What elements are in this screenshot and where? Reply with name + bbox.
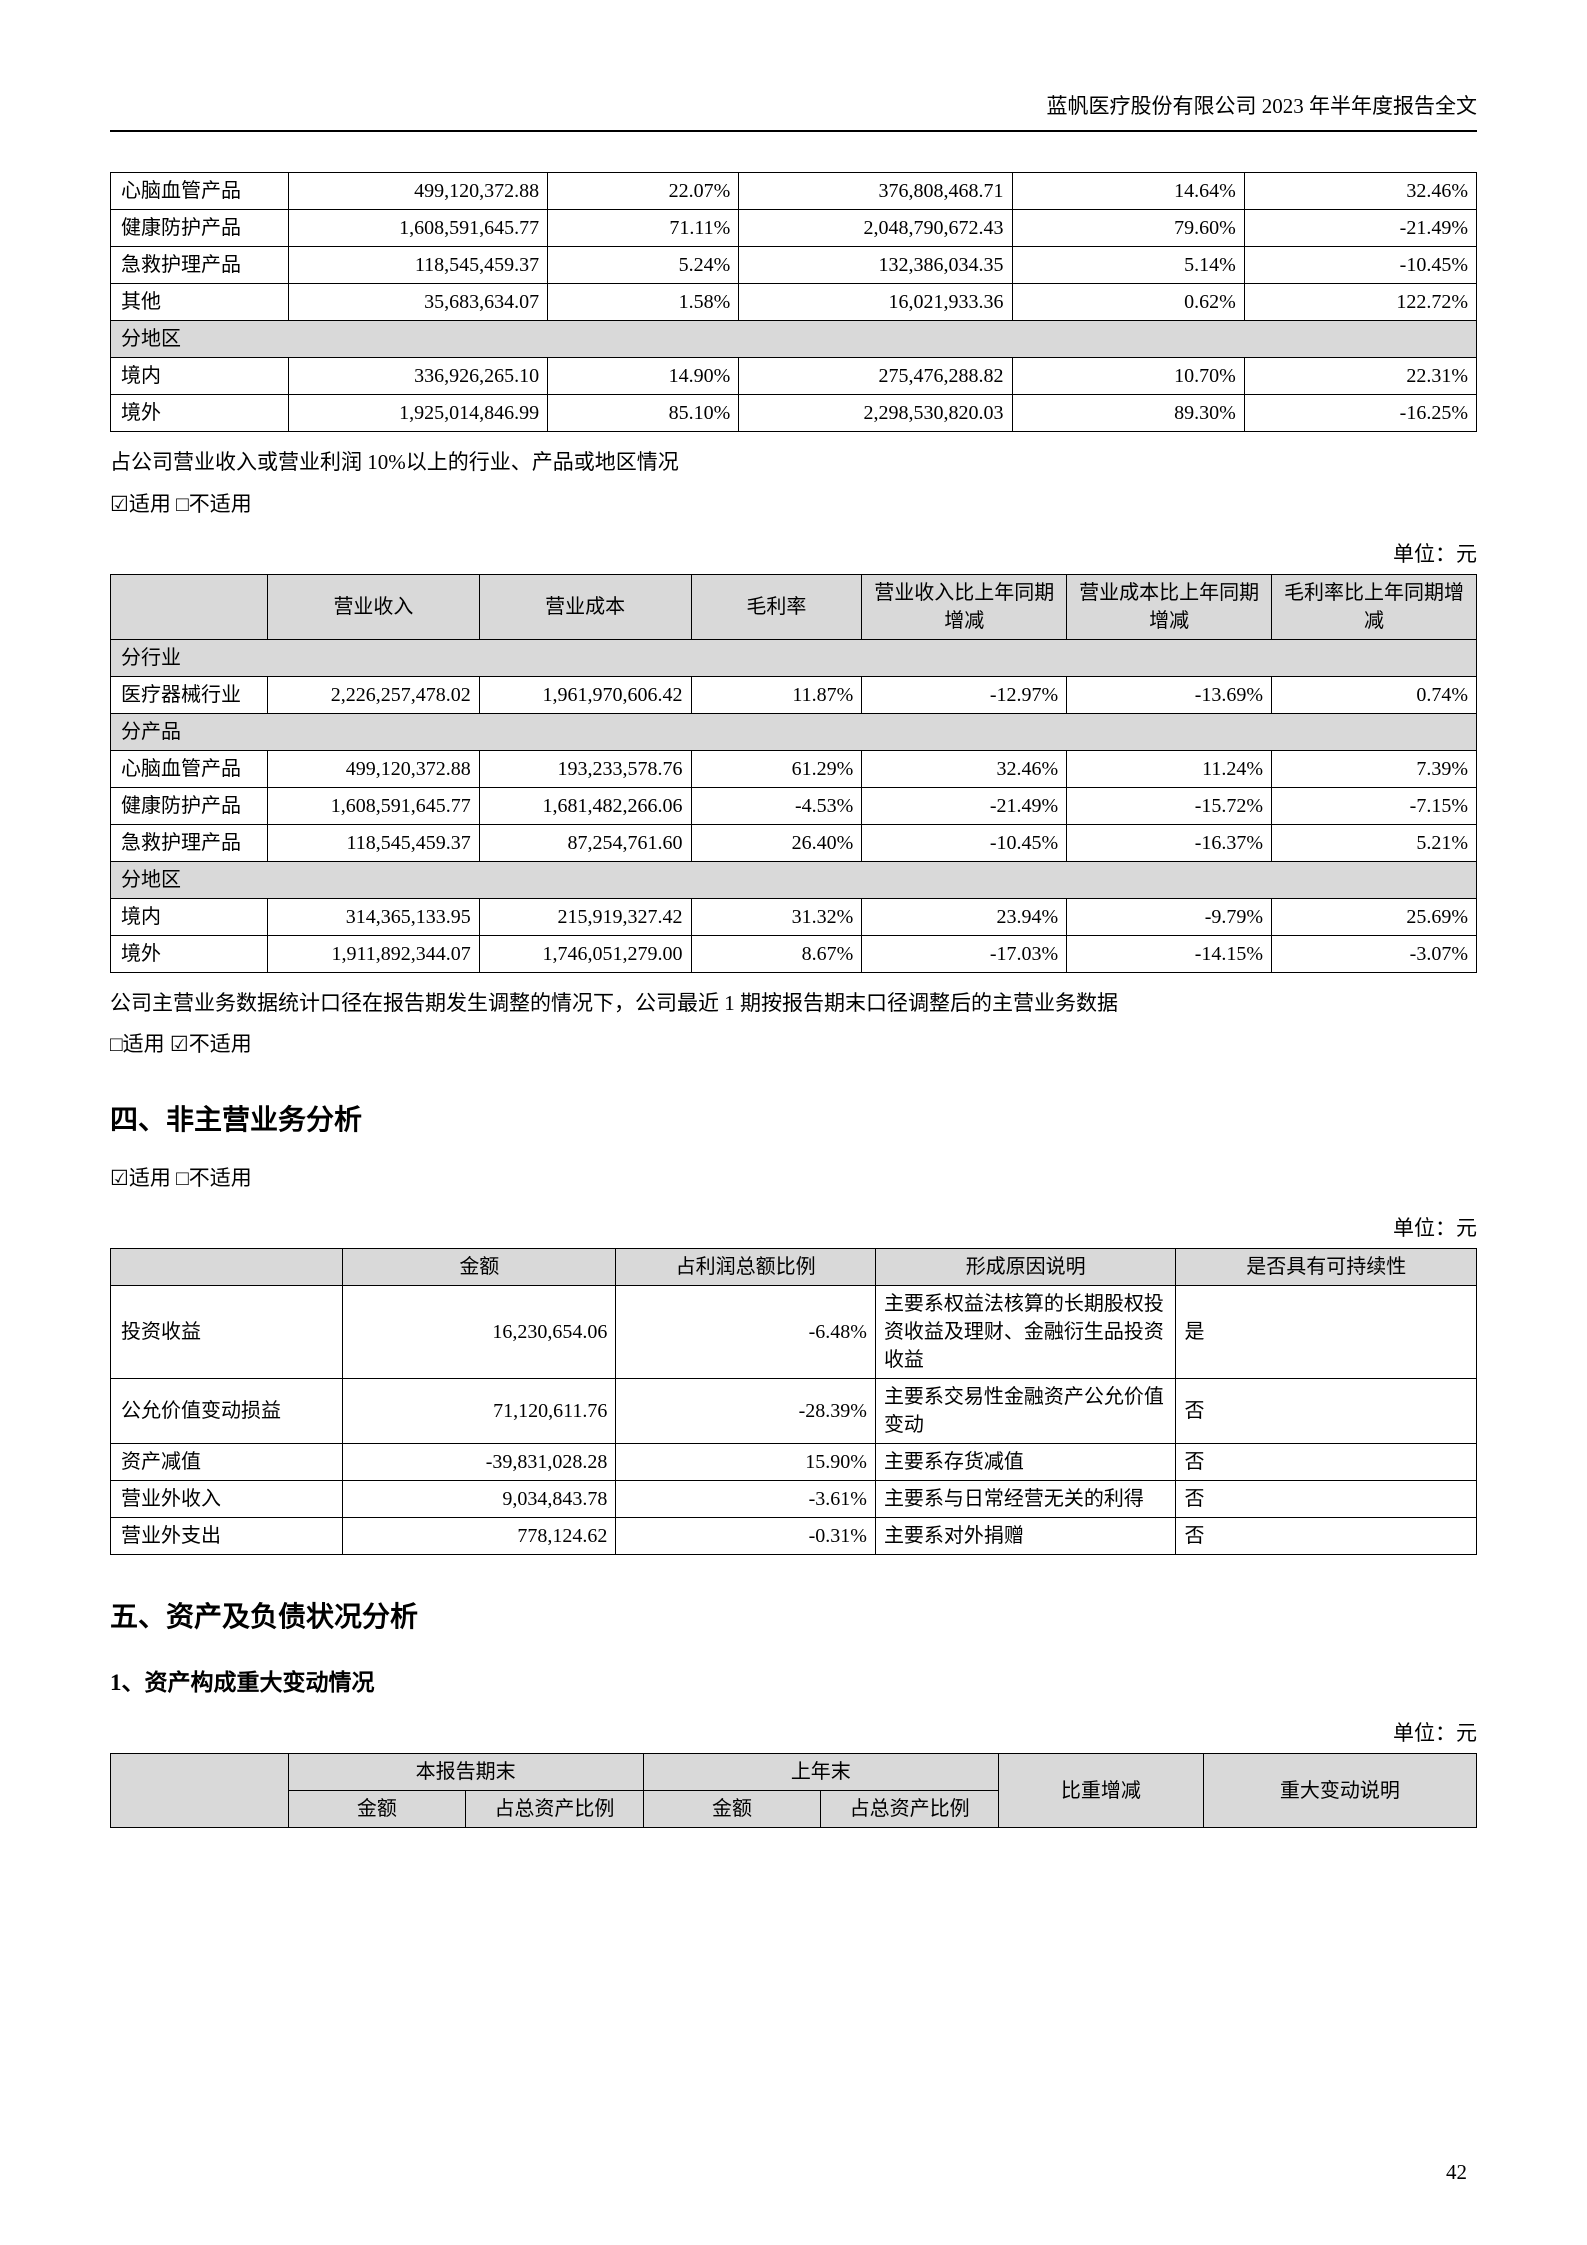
table-row: 其他35,683,634.071.58%16,021,933.360.62%12… (111, 284, 1477, 321)
report-page: 蓝帆医疗股份有限公司 2023 年半年度报告全文 心脑血管产品499,120,3… (0, 0, 1587, 2245)
unit-label-2: 单位：元 (110, 1212, 1477, 1242)
table-section-region: 分地区 (111, 321, 1477, 358)
table-row: 营业外支出778,124.62-0.31%主要系对外捐赠否 (111, 1518, 1477, 1555)
t4-blank (111, 1754, 289, 1828)
table-segment-continued: 心脑血管产品499,120,372.8822.07%376,808,468.71… (110, 172, 1477, 432)
t4-current: 本报告期末 (288, 1754, 643, 1791)
table-row: 医疗器械行业2,226,257,478.021,961,970,606.4211… (111, 676, 1477, 713)
table-section: 分产品 (111, 713, 1477, 750)
table-header-row: 金额占利润总额比例形成原因说明是否具有可持续性 (111, 1249, 1477, 1286)
table-row: 健康防护产品1,608,591,645.771,681,482,266.06-4… (111, 787, 1477, 824)
table-row: 健康防护产品1,608,591,645.7771.11%2,048,790,67… (111, 210, 1477, 247)
section-4-title: 四、非主营业务分析 (110, 1098, 1477, 1138)
t4-change: 比重增减 (998, 1754, 1203, 1828)
note-adjust: 公司主营业务数据统计口径在报告期发生调整的情况下，公司最近 1 期按报告期末口径… (110, 987, 1477, 1021)
table-non-operating: 金额占利润总额比例形成原因说明是否具有可持续性投资收益16,230,654.06… (110, 1248, 1477, 1555)
table-row: 急救护理产品118,545,459.3787,254,761.6026.40%-… (111, 824, 1477, 861)
table-row: 境内314,365,133.95215,919,327.4231.32%23.9… (111, 898, 1477, 935)
table-row: 营业外收入9,034,843.78-3.61%主要系与日常经营无关的利得否 (111, 1481, 1477, 1518)
table-section: 分行业 (111, 639, 1477, 676)
page-number: 42 (1446, 2160, 1467, 2185)
page-header: 蓝帆医疗股份有限公司 2023 年半年度报告全文 (110, 90, 1477, 132)
table-row: 心脑血管产品499,120,372.8822.07%376,808,468.71… (111, 173, 1477, 210)
table-revenue-cost-margin: 营业收入营业成本毛利率营业收入比上年同期增减营业成本比上年同期增减毛利率比上年同… (110, 574, 1477, 973)
t4-ratio1: 占总资产比例 (466, 1791, 644, 1828)
applicable-check-1: ☑适用 □不适用 (110, 488, 1477, 518)
table-row: 境内336,926,265.1014.90%275,476,288.8210.7… (111, 358, 1477, 395)
t4-reason: 重大变动说明 (1203, 1754, 1476, 1828)
unit-label-3: 单位：元 (110, 1717, 1477, 1747)
unit-label-1: 单位：元 (110, 538, 1477, 568)
table-row: 心脑血管产品499,120,372.88193,233,578.7661.29%… (111, 750, 1477, 787)
t4-amount1: 金额 (288, 1791, 466, 1828)
section-5-title: 五、资产及负债状况分析 (110, 1595, 1477, 1635)
table-section: 分地区 (111, 861, 1477, 898)
applicable-check-2: □适用 ☑不适用 (110, 1028, 1477, 1058)
table-row: 资产减值-39,831,028.2815.90%主要系存货减值否 (111, 1444, 1477, 1481)
t4-amount2: 金额 (643, 1791, 821, 1828)
t4-ratio2: 占总资产比例 (821, 1791, 999, 1828)
table-row: 境外1,911,892,344.071,746,051,279.008.67%-… (111, 935, 1477, 972)
table-header-row: 营业收入营业成本毛利率营业收入比上年同期增减营业成本比上年同期增减毛利率比上年同… (111, 574, 1477, 639)
table-row: 急救护理产品118,545,459.375.24%132,386,034.355… (111, 247, 1477, 284)
table-row: 投资收益16,230,654.06-6.48%主要系权益法核算的长期股权投资收益… (111, 1286, 1477, 1379)
note-10pct: 占公司营业收入或营业利润 10%以上的行业、产品或地区情况 (110, 446, 1477, 480)
t4-prior: 上年末 (643, 1754, 998, 1791)
table-asset-change-header: 本报告期末 上年末 比重增减 重大变动说明 金额 占总资产比例 金额 占总资产比… (110, 1753, 1477, 1828)
applicable-check-3: ☑适用 □不适用 (110, 1162, 1477, 1192)
table-row: 境外1,925,014,846.9985.10%2,298,530,820.03… (111, 395, 1477, 432)
table-row: 公允价值变动损益71,120,611.76-28.39%主要系交易性金融资产公允… (111, 1379, 1477, 1444)
section-5-sub1: 1、资产构成重大变动情况 (110, 1663, 1477, 1697)
